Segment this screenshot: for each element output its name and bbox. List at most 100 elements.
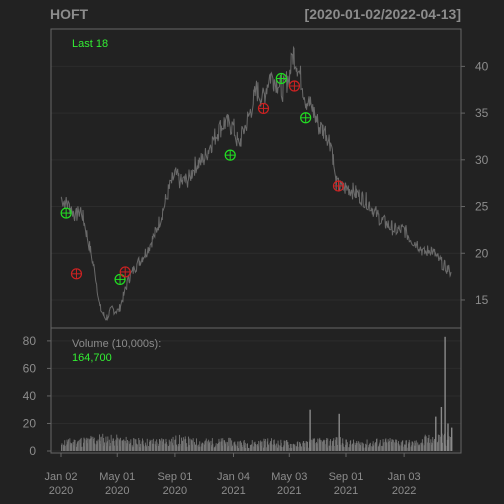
volume-bar	[165, 438, 167, 451]
volume-bars	[61, 336, 453, 451]
volume-bar	[315, 443, 317, 451]
volume-bar	[116, 445, 118, 451]
volume-bar	[372, 441, 374, 451]
volume-bar	[341, 443, 343, 451]
volume-bar	[366, 439, 368, 451]
volume-bar	[290, 444, 292, 451]
date-tick-label: Jan 04	[217, 471, 250, 483]
volume-bar	[133, 438, 135, 451]
volume-bar	[368, 445, 370, 451]
volume-bar	[284, 440, 286, 451]
date-tick-year: 2021	[277, 485, 301, 497]
volume-bar	[371, 446, 373, 451]
volume-bar	[336, 437, 338, 451]
volume-bar	[110, 443, 112, 451]
volume-bar	[112, 440, 113, 451]
volume-bar	[323, 440, 324, 451]
volume-bar	[425, 436, 427, 451]
volume-bar	[253, 446, 255, 451]
volume-bar	[290, 447, 292, 451]
price-tick-label: 15	[475, 293, 489, 307]
volume-bar	[63, 446, 65, 451]
volume-bar	[430, 442, 432, 451]
volume-bar	[77, 441, 79, 451]
volume-bar	[362, 443, 364, 451]
volume-bar	[208, 439, 210, 451]
volume-bar	[99, 440, 101, 451]
volume-bar	[287, 442, 289, 451]
volume-bar	[401, 441, 403, 451]
volume-spike-bar	[338, 413, 340, 451]
volume-bar	[86, 437, 88, 451]
volume-bar	[386, 442, 388, 451]
volume-bar	[251, 440, 253, 451]
volume-last-value: 164,700	[72, 352, 112, 364]
volume-bar	[276, 447, 278, 451]
volume-bar	[271, 444, 273, 451]
volume-bar	[335, 437, 337, 451]
volume-bar	[306, 441, 308, 451]
volume-bar	[429, 442, 430, 451]
volume-bar	[179, 434, 180, 451]
volume-bar	[391, 439, 393, 451]
buy-marker	[275, 72, 287, 85]
volume-bar	[339, 437, 341, 451]
volume-bar	[302, 442, 304, 451]
volume-bar	[330, 439, 331, 451]
volume-bar	[356, 442, 358, 451]
volume-bar	[125, 441, 127, 451]
volume-bar	[432, 437, 434, 451]
volume-bar	[189, 438, 191, 451]
volume-bar	[349, 444, 351, 451]
volume-bar	[428, 443, 429, 451]
volume-bar	[257, 445, 259, 451]
buy-marker	[114, 273, 126, 286]
volume-bar	[144, 442, 146, 451]
volume-bar	[172, 436, 174, 451]
price-tick-label: 25	[475, 200, 489, 214]
volume-bar	[365, 443, 367, 451]
volume-bar	[425, 436, 427, 451]
volume-bar	[421, 439, 423, 451]
volume-bar	[184, 439, 186, 451]
volume-bar	[194, 444, 196, 451]
volume-bar	[385, 441, 387, 451]
volume-bar	[412, 442, 414, 451]
volume-bar	[234, 441, 236, 451]
volume-bar	[104, 442, 105, 451]
volume-bar	[376, 438, 378, 451]
volume-bar	[437, 441, 439, 451]
volume-bar	[80, 443, 82, 451]
volume-bar	[359, 443, 360, 451]
volume-bar	[240, 443, 242, 451]
volume-bar	[79, 440, 81, 451]
volume-bar	[214, 446, 216, 451]
volume-bar	[378, 445, 380, 451]
volume-bar	[237, 448, 239, 451]
volume-bar	[260, 440, 262, 451]
volume-bar	[212, 443, 214, 451]
volume-bar	[74, 446, 75, 451]
volume-bar	[76, 446, 77, 451]
volume-bar	[150, 440, 151, 451]
volume-bar	[186, 443, 188, 451]
volume-bar	[97, 441, 98, 451]
volume-bar	[182, 440, 184, 451]
volume-bar	[123, 439, 125, 451]
volume-bar	[202, 442, 203, 451]
volume-bar	[68, 439, 69, 451]
volume-bar	[188, 445, 190, 451]
volume-bar	[362, 446, 364, 451]
volume-bar	[149, 441, 150, 451]
volume-bar	[218, 438, 220, 451]
volume-bar	[215, 445, 217, 451]
volume-bar	[100, 436, 102, 451]
volume-bar	[114, 445, 115, 451]
volume-bar	[325, 440, 327, 451]
volume-bar	[149, 439, 151, 451]
volume-bar	[424, 436, 426, 451]
volume-bar	[190, 439, 192, 451]
volume-bar	[106, 442, 107, 451]
volume-bar	[210, 440, 212, 451]
